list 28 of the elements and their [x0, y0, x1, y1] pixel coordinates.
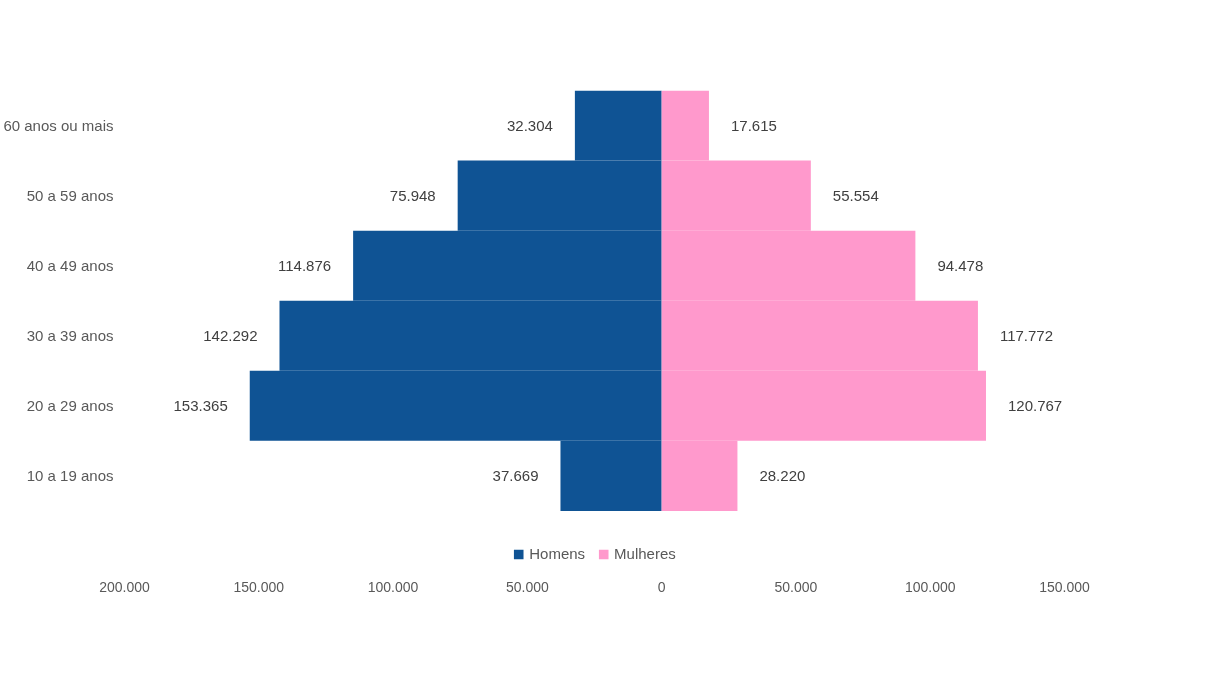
- x-tick-label: 150.000: [1039, 578, 1091, 595]
- y-tick-label: 30 a 39 anos: [26, 327, 114, 345]
- data-label: 75.948: [389, 186, 436, 204]
- x-tick-label: 100.000: [904, 578, 956, 595]
- x-tick-label: 0: [657, 578, 666, 595]
- data-label: 28.220: [759, 466, 806, 484]
- x-tick-label: 50.000: [505, 578, 549, 595]
- data-label: 142.292: [203, 326, 258, 344]
- data-label: 17.615: [730, 116, 777, 134]
- x-tick-label: 150.000: [233, 578, 285, 595]
- data-label: 37.669: [492, 466, 539, 484]
- legend-label: Mulheres: [614, 545, 676, 562]
- x-tick-label: 50.000: [774, 578, 818, 595]
- y-tick-label: 10 a 19 anos: [26, 467, 114, 485]
- y-tick-label: 40 a 49 anos: [26, 257, 114, 275]
- y-tick-label: 50 a 59 anos: [26, 187, 114, 205]
- data-label: 153.365: [173, 396, 228, 414]
- data-label: 117.772: [999, 326, 1054, 344]
- data-label: 94.478: [937, 256, 984, 274]
- data-label: 55.554: [832, 186, 879, 204]
- y-tick-label: 60 anos ou mais: [3, 117, 114, 135]
- x-tick-label: 200.000: [99, 578, 151, 595]
- data-label: 120.767: [1007, 396, 1063, 414]
- legend-label: Homens: [529, 545, 586, 562]
- y-tick-label: 20 a 29 anos: [26, 397, 114, 415]
- data-label: 32.304: [507, 116, 553, 134]
- x-tick-label: 100.000: [367, 578, 419, 595]
- data-label: 114.876: [278, 256, 332, 274]
